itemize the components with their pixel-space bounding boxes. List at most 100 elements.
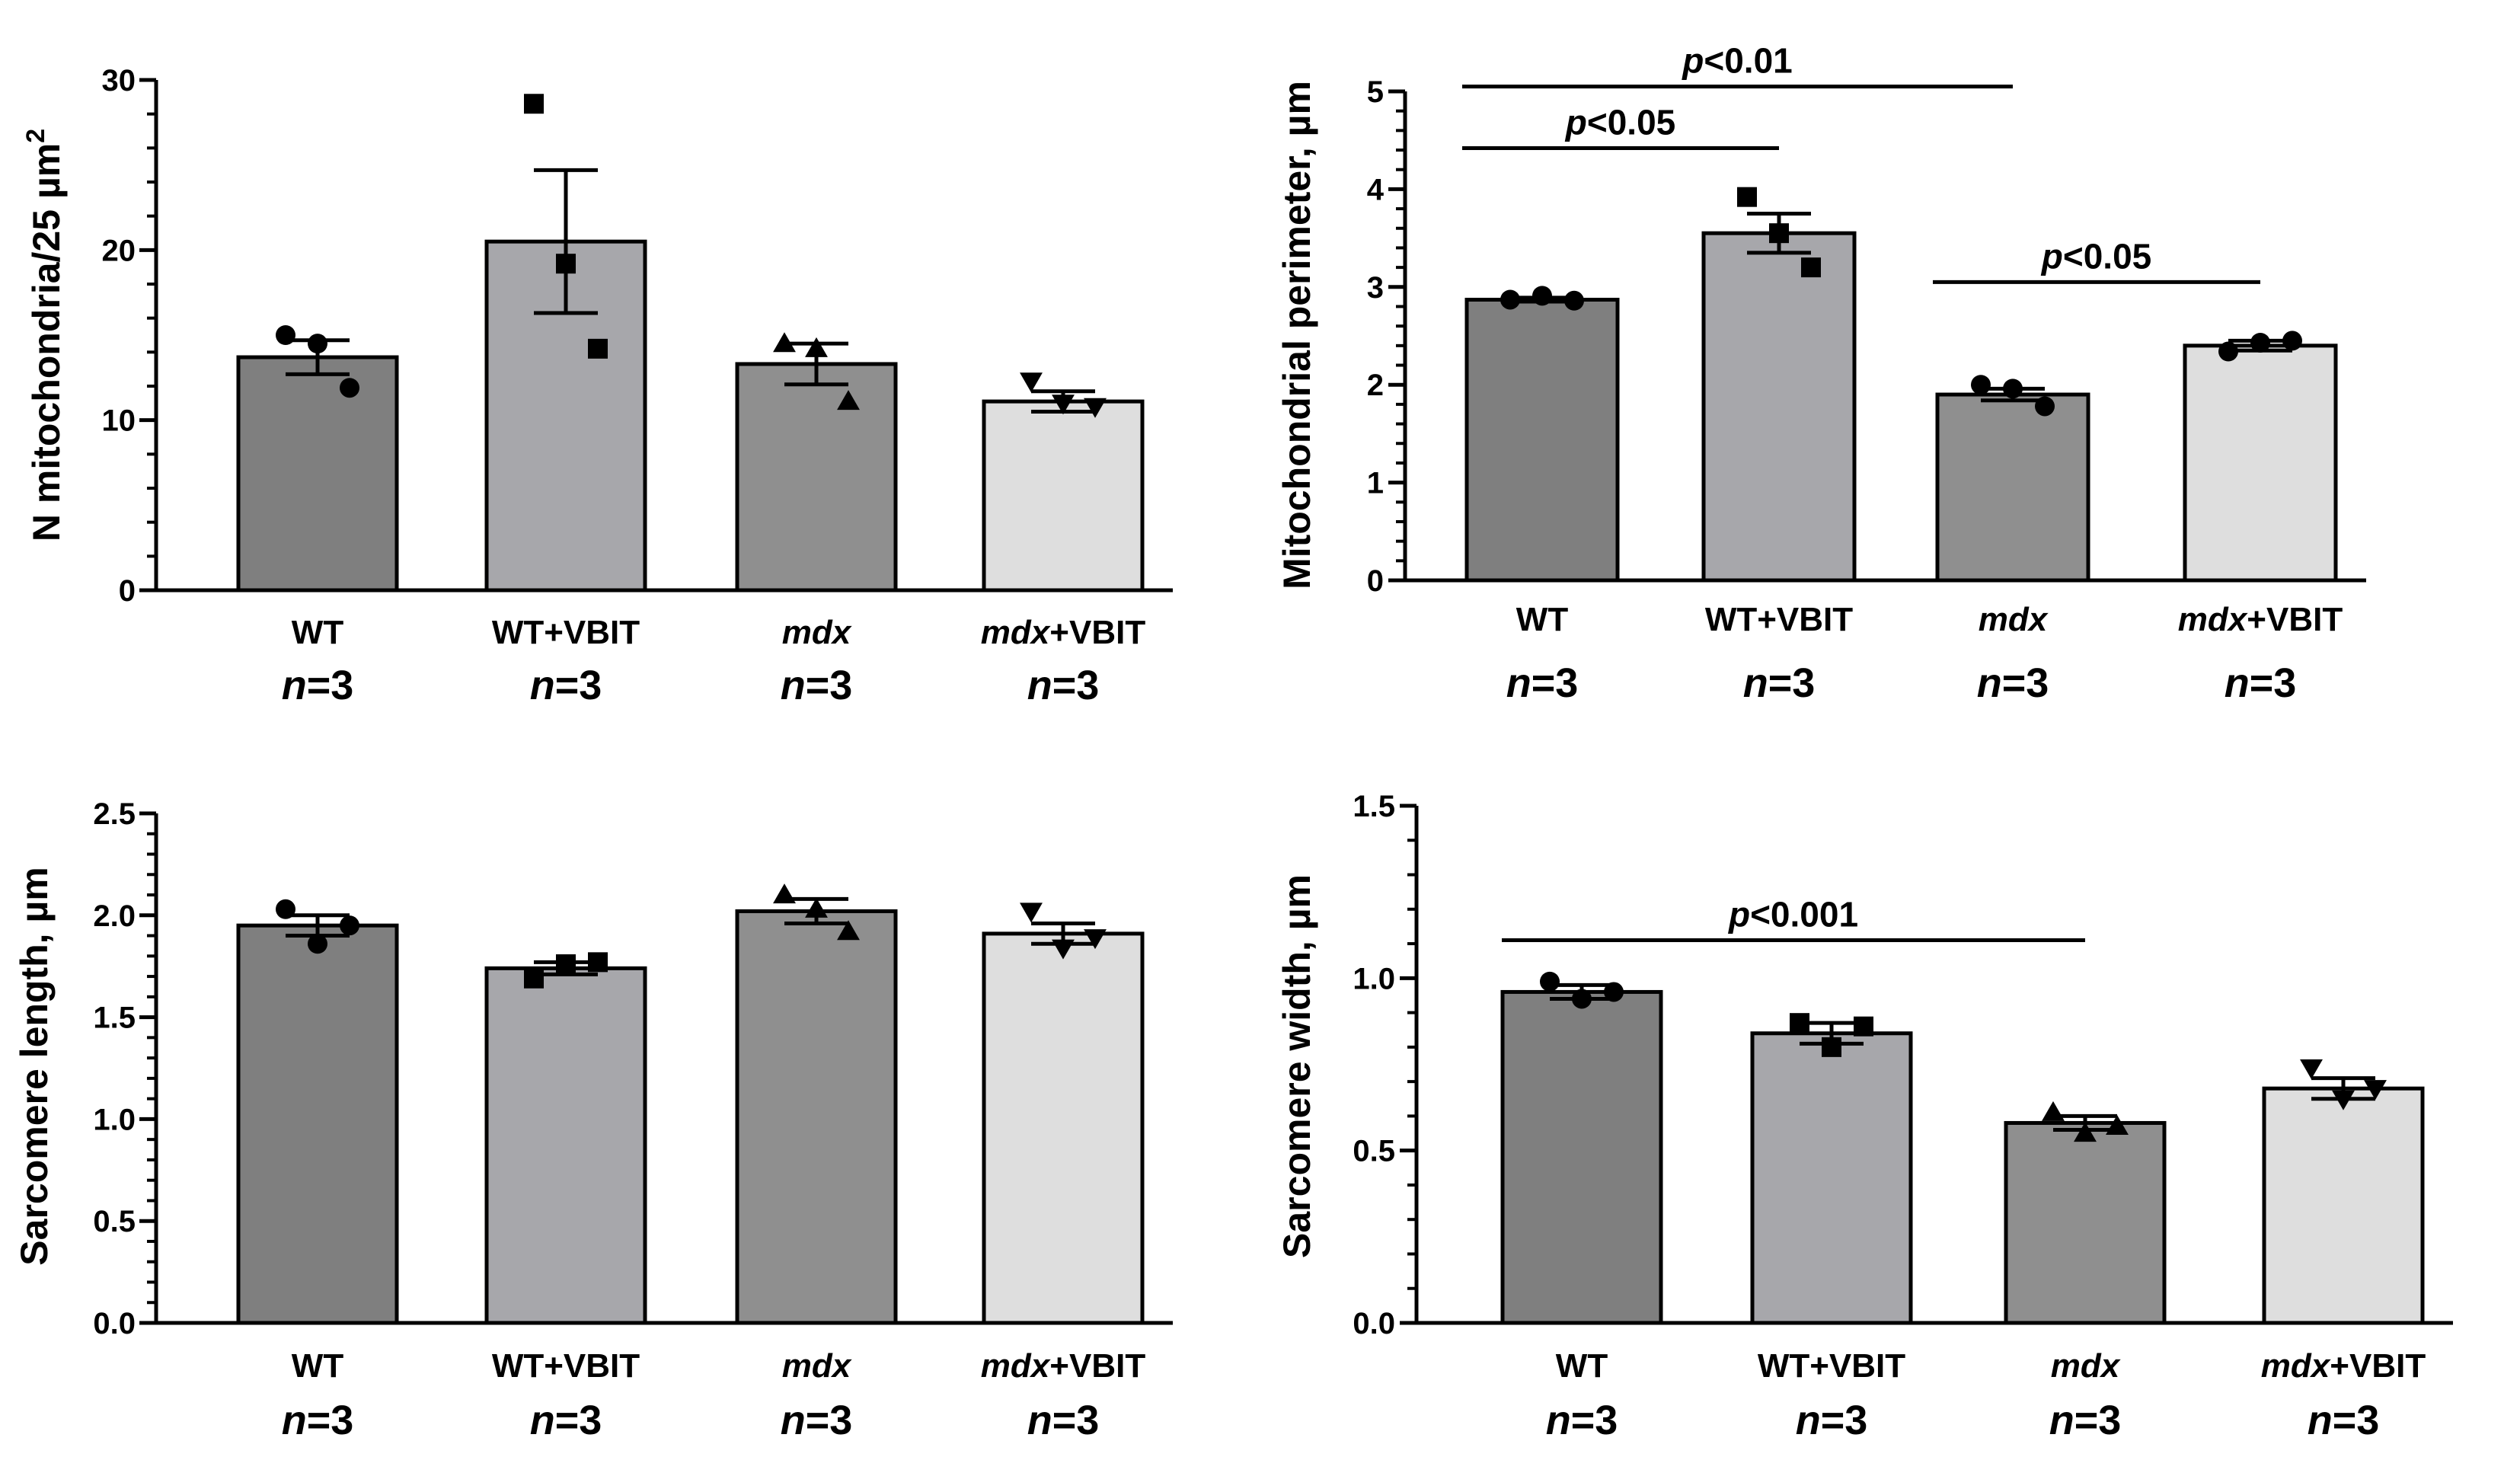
- category-label-italic: mdx: [1979, 601, 2049, 638]
- significance-p: p: [1681, 41, 1704, 81]
- n-label-italic: n: [1027, 663, 1052, 708]
- n-label-text: =3: [307, 663, 354, 708]
- n-label-italic: n: [1506, 660, 1531, 706]
- significance-label-2: p<0.05: [2040, 236, 2152, 276]
- y-tick-label-3: 1.5: [1353, 790, 1395, 823]
- y-tick-label-1: 1: [1367, 467, 1384, 500]
- category-label-3: mdx+VBIT: [2178, 601, 2343, 638]
- n-label-italic: n: [1027, 1398, 1052, 1443]
- n-label-italic: n: [1546, 1398, 1571, 1443]
- y-tick-label-3: 3: [1367, 271, 1384, 305]
- y-tick-label-0: 0: [1367, 564, 1384, 598]
- n-label-text: =3: [806, 663, 853, 708]
- y-tick-label-0: 0.0: [1353, 1307, 1395, 1340]
- n-label-italic: n: [781, 663, 806, 708]
- category-label-1: WT+VBIT: [492, 1347, 640, 1385]
- bar-1: [1750, 1031, 1913, 1325]
- significance-p: p: [1727, 895, 1750, 934]
- n-label-0: n=3: [1546, 1398, 1618, 1443]
- n-label-0: n=3: [1506, 660, 1579, 706]
- n-label-2: n=3: [1977, 660, 2049, 706]
- n-label-text: =3: [1052, 1398, 1100, 1443]
- category-label-1: WT+VBIT: [1758, 1347, 1905, 1385]
- data-point-2-1: [2074, 1122, 2097, 1142]
- data-point-1-2: [588, 338, 608, 359]
- y-tick-label-1: 0.5: [1353, 1135, 1395, 1168]
- data-point-2-2: [837, 920, 860, 941]
- category-label-italic: mdx: [981, 1347, 1051, 1385]
- y-tick-label-1: 10: [102, 404, 136, 438]
- bar-0: [236, 355, 399, 593]
- n-label-1: n=3: [1743, 660, 1816, 706]
- n-label-3: n=3: [2308, 1398, 2380, 1443]
- y-tick-label-2: 20: [102, 234, 136, 267]
- n-label-text: =3: [1821, 1398, 1868, 1443]
- category-label-1: WT+VBIT: [1705, 601, 1853, 638]
- significance-p: p: [1564, 102, 1587, 142]
- n-label-text: =3: [1571, 1398, 1618, 1443]
- bar-1: [1701, 231, 1857, 583]
- n-label-2: n=3: [781, 1398, 853, 1443]
- data-point-1-0: [524, 968, 544, 989]
- y-tick-label-1: 0.5: [93, 1205, 136, 1238]
- n-label-text: =3: [806, 1398, 853, 1443]
- n-label-3: n=3: [2225, 660, 2297, 706]
- category-label-text: +VBIT: [2330, 1347, 2426, 1385]
- significance-label-0: p<0.001: [1727, 895, 1858, 934]
- y-axis-title: Mitochondrial perimeter, µm: [1276, 81, 1318, 589]
- n-label-text: =3: [1052, 663, 1100, 708]
- category-label-text: WT+VBIT: [492, 614, 640, 651]
- bar-2: [735, 909, 898, 1325]
- n-label-0: n=3: [282, 1398, 354, 1443]
- data-point-3-0: [1020, 903, 1043, 923]
- n-label-italic: n: [530, 663, 555, 708]
- significance-value: <0.001: [1750, 895, 1858, 934]
- data-point-1-2: [1801, 257, 1821, 278]
- category-label-italic: mdx: [981, 614, 1051, 651]
- data-point-3-0: [1020, 372, 1043, 393]
- n-label-1: n=3: [530, 1398, 602, 1443]
- y-tick-label-3: 30: [102, 64, 136, 97]
- y-tick-label-3: 1.5: [93, 1002, 136, 1035]
- data-point-3-2: [2364, 1080, 2387, 1101]
- n-label-italic: n: [2049, 1398, 2074, 1443]
- category-label-0: WT: [292, 614, 344, 651]
- category-label-text: +VBIT: [1049, 1347, 1145, 1385]
- category-label-text: +VBIT: [2247, 601, 2343, 638]
- chart-panel-bottom-left: 0.0 0.5 1.0 1.5 2.0 2.5 Sarcomere length, µm WT…: [13, 797, 1173, 1443]
- data-point-2-2: [837, 390, 860, 411]
- category-label-text: WT+VBIT: [1758, 1347, 1905, 1385]
- y-axis-title: Sarcomere length, µm: [13, 867, 56, 1265]
- category-label-2: mdx: [782, 614, 852, 651]
- bar-0: [1464, 297, 1620, 583]
- category-label-text: WT: [292, 614, 344, 651]
- category-label-3: mdx+VBIT: [981, 614, 1146, 651]
- significance-p: p: [2040, 236, 2063, 276]
- bar-3: [982, 931, 1145, 1325]
- n-label-italic: n: [282, 1398, 307, 1443]
- n-label-2: n=3: [781, 663, 853, 708]
- category-label-italic: mdx: [2051, 1347, 2121, 1385]
- data-point-0-2: [340, 915, 359, 936]
- y-axis-title-text: Mitochondrial perimeter, µm: [1276, 81, 1318, 589]
- y-axis-title-text: Sarcomere length, µm: [13, 867, 56, 1265]
- n-label-italic: n: [1743, 660, 1768, 706]
- category-label-0: WT: [1516, 601, 1569, 638]
- y-tick-label-2: 1.0: [1353, 962, 1395, 995]
- category-label-text: WT+VBIT: [1705, 601, 1853, 638]
- y-axis-title-text: N mitochondria/25 µm: [25, 143, 68, 542]
- data-point-1-0: [1737, 187, 1757, 207]
- category-label-1: WT+VBIT: [492, 614, 640, 651]
- category-label-italic: mdx: [2178, 601, 2248, 638]
- category-label-italic: mdx: [782, 1347, 852, 1385]
- category-label-0: WT: [292, 1347, 344, 1385]
- category-label-italic: mdx: [2261, 1347, 2331, 1385]
- significance-value: <0.05: [1587, 102, 1675, 142]
- y-tick-label-2: 2: [1367, 369, 1384, 402]
- n-label-italic: n: [1977, 660, 2002, 706]
- category-label-text: WT: [292, 1347, 344, 1385]
- data-point-0-0: [1540, 971, 1560, 992]
